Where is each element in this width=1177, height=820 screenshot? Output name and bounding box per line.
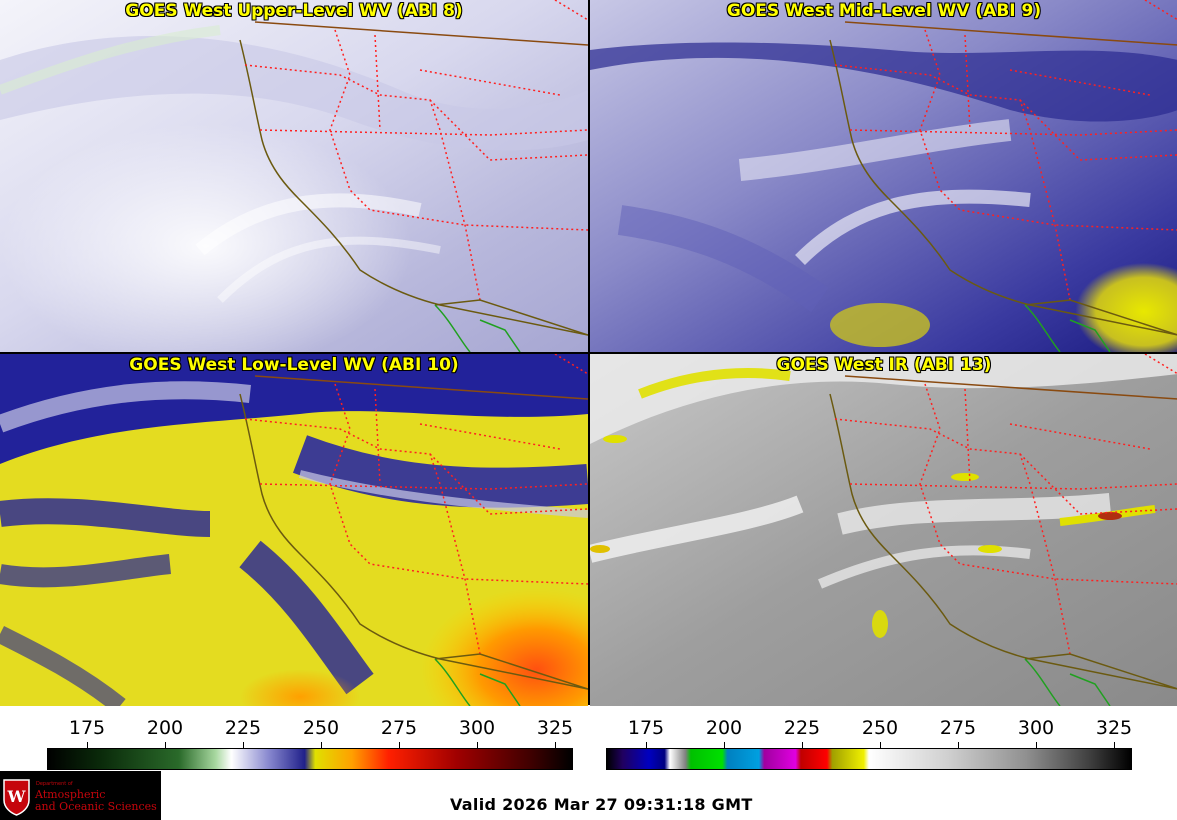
- ir-tick-label: 200: [705, 717, 743, 739]
- panel-divider-horizontal: [0, 352, 1177, 354]
- panel-ir: GOES West IR (ABI 13): [590, 354, 1177, 706]
- logo-department-text: Department of: [36, 781, 73, 787]
- ir-tickmark: [646, 742, 647, 748]
- wv-tick-label: 250: [302, 717, 340, 739]
- ir-tickmark: [958, 742, 959, 748]
- ir-tickmark: [880, 742, 881, 748]
- wv-tick-label: 175: [68, 717, 106, 739]
- wv-tick-label: 275: [380, 717, 418, 739]
- wv-tickmark: [555, 742, 556, 748]
- ir-tick-label: 300: [1017, 717, 1055, 739]
- ir-tick-label: 250: [861, 717, 899, 739]
- panel-mid-level-wv: GOES West Mid-Level WV (ABI 9): [590, 0, 1177, 352]
- wv-tick-label: 200: [146, 717, 184, 739]
- wv-tick-label: 225: [224, 717, 262, 739]
- panel-title: GOES West Upper-Level WV (ABI 8): [125, 1, 463, 21]
- wv-tick-label: 300: [458, 717, 496, 739]
- ir-tick-label: 325: [1095, 717, 1133, 739]
- panel-title: GOES West Mid-Level WV (ABI 9): [726, 1, 1042, 21]
- ir-imagery: [590, 354, 1177, 706]
- ir-tick-label: 175: [627, 717, 665, 739]
- wv-tickmark: [399, 742, 400, 748]
- panel-title: GOES West Low-Level WV (ABI 10): [129, 355, 459, 375]
- wv-tick-label: 325: [536, 717, 574, 739]
- ir-tickmark: [1114, 742, 1115, 748]
- panel-low-level-wv: GOES West Low-Level WV (ABI 10): [0, 354, 588, 706]
- wv-tickmark: [87, 742, 88, 748]
- panel-upper-level-wv: GOES West Upper-Level WV (ABI 8): [0, 0, 588, 352]
- valid-time: Valid 2026 Mar 27 09:31:18 GMT: [450, 795, 753, 814]
- mid-level-wv-imagery: [590, 0, 1177, 352]
- panel-title: GOES West IR (ABI 13): [776, 355, 992, 375]
- ir-tickmark: [1036, 742, 1037, 748]
- low-level-wv-imagery: [0, 354, 588, 706]
- upper-level-wv-imagery: [0, 0, 588, 352]
- wv-tickmark: [321, 742, 322, 748]
- ir-tickmark: [724, 742, 725, 748]
- uw-crest-icon: W: [3, 779, 30, 816]
- ir-tickmark: [802, 742, 803, 748]
- aos-logo: W Department of Atmospheric and Oceanic …: [0, 771, 161, 820]
- logo-text-line1: Atmospheric: [35, 788, 106, 801]
- wv-tickmark: [165, 742, 166, 748]
- svg-text:W: W: [7, 787, 27, 806]
- ir-tick-label: 275: [939, 717, 977, 739]
- logo-text-line2: and Oceanic Sciences: [35, 800, 157, 813]
- wv-colorbar: [47, 748, 573, 770]
- ir-colorbar: [606, 748, 1132, 770]
- wv-tickmark: [477, 742, 478, 748]
- wv-tickmark: [243, 742, 244, 748]
- ir-tick-label: 225: [783, 717, 821, 739]
